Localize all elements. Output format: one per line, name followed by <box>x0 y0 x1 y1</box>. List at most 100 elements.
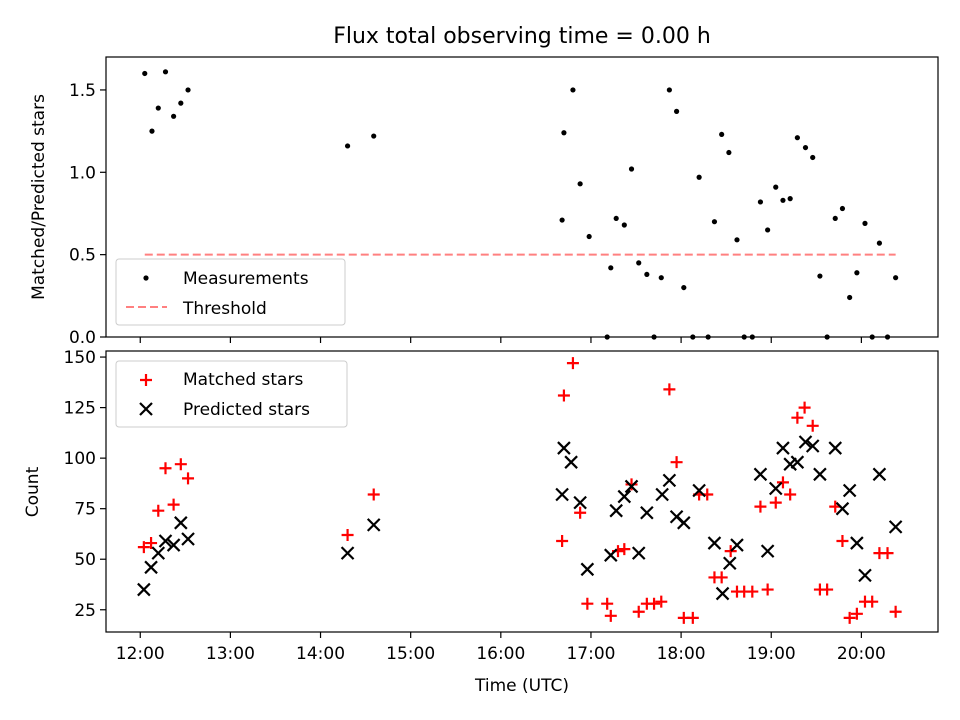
predicted-star-point <box>662 473 677 488</box>
measurement-point <box>621 222 627 228</box>
matched-star-point <box>566 357 579 370</box>
legend-predicted-marker <box>139 402 153 416</box>
top-y-tick-label: 0.5 <box>69 246 96 266</box>
matched-star-point <box>791 411 804 424</box>
measurement-point <box>171 113 177 119</box>
matched-star-point <box>648 597 661 610</box>
matched-star-point <box>715 571 728 584</box>
measurement-point <box>734 237 740 243</box>
matched-star-point <box>754 500 767 513</box>
matched-star-point <box>761 583 774 596</box>
matched-star-point <box>866 595 879 608</box>
predicted-star-point <box>872 467 887 482</box>
measurement-point <box>586 233 592 240</box>
matched-star-point <box>881 547 894 560</box>
matched-star-point <box>601 597 614 610</box>
predicted-star-point <box>692 483 706 498</box>
measurement-point <box>749 334 755 340</box>
measurement-point <box>185 87 191 93</box>
bottom-x-tick-label: 16:00 <box>476 644 525 664</box>
predicted-star-point <box>573 495 587 510</box>
legend-predicted-label: Predicted stars <box>183 400 310 420</box>
measurement-point <box>780 197 786 203</box>
matched-star-point <box>655 595 668 608</box>
measurement-point <box>371 133 377 139</box>
top-y-tick-label: 1.5 <box>69 81 96 101</box>
matched-star-point <box>604 609 617 622</box>
measurement-point <box>651 334 657 340</box>
top-y-tick-label: 1.0 <box>69 163 96 183</box>
predicted-star-point <box>151 546 166 560</box>
predicted-star-point <box>640 505 654 520</box>
bottom-x-ticks: 12:00 13:00 14:00 15:00 16:00 17:00 18:00 19:00… <box>116 632 886 664</box>
legend-threshold-label: Threshold <box>182 299 267 319</box>
predicted-star-point <box>842 483 857 498</box>
predicted-star-point <box>850 536 864 550</box>
bottom-y-tick-label: 100 <box>64 449 96 469</box>
matched-star-point <box>618 543 631 556</box>
bottom-x-tick-label: 19:00 <box>747 644 796 664</box>
bottom-x-axis-label: Time (UTC) <box>474 676 569 696</box>
predicted-star-point <box>624 479 639 494</box>
measurement-point <box>673 108 680 114</box>
legend-measurements-label: Measurements <box>183 269 309 289</box>
top-panel: 0.0 0.5 1.0 1.5 Matched/Predicted stars Mea… <box>29 56 939 348</box>
matched-star-point <box>746 585 759 598</box>
predicted-star-point <box>158 534 173 548</box>
measurement-point <box>711 219 718 225</box>
matched-star-point <box>769 496 782 509</box>
measurement-point <box>817 273 823 279</box>
predicted-star-point <box>776 441 790 455</box>
bottom-y-tick-label: 75 <box>74 500 96 520</box>
predicted-star-point <box>888 520 903 534</box>
top-y-tick-label: 0.0 <box>69 328 96 348</box>
top-legend-box <box>115 258 346 326</box>
measurement-point <box>719 131 725 138</box>
measurement-point <box>149 128 155 134</box>
predicted-star-point <box>722 556 737 571</box>
bottom-legend: Matched stars Predicted stars <box>115 360 348 428</box>
measurement-point <box>604 334 610 340</box>
matched-star-point <box>167 498 180 511</box>
matched-star-point <box>574 506 587 519</box>
bottom-y-tick-label: 125 <box>64 399 96 419</box>
bottom-x-tick-label: 15:00 <box>386 644 435 664</box>
measurement-point <box>628 166 635 172</box>
matched-star-point <box>686 611 699 624</box>
predicted-star-point <box>768 481 783 496</box>
matched-star-point <box>850 607 863 620</box>
predicted-star-point <box>655 487 669 502</box>
predicted-star-point <box>631 546 646 560</box>
measurement-point <box>824 334 830 340</box>
bottom-y-ticks: 25 50 75 100 125 150 <box>64 348 106 621</box>
matched-star-point <box>632 605 645 618</box>
matched-star-point <box>145 537 158 550</box>
predicted-star-point <box>730 538 744 552</box>
measurement-point <box>658 275 664 281</box>
predicted-stars-points <box>137 435 903 601</box>
measurement-point <box>178 100 184 106</box>
predicted-star-point <box>707 536 722 550</box>
matched-star-point <box>806 419 819 432</box>
legend-measurements-marker <box>143 275 149 281</box>
predicted-star-point <box>828 441 843 455</box>
figure-title: Flux total observing time = 0.00 h <box>333 24 711 49</box>
measurement-points <box>142 69 899 340</box>
measurement-point <box>142 70 148 77</box>
predicted-star-point <box>609 503 623 518</box>
measurement-point <box>741 334 747 340</box>
bottom-y-tick-label: 25 <box>74 601 96 621</box>
predicted-star-point <box>366 518 381 532</box>
measurement-point <box>810 154 816 161</box>
measurement-point <box>893 275 899 281</box>
measurement-point <box>666 87 672 93</box>
measurement-point <box>681 284 687 291</box>
measurement-point <box>344 143 351 149</box>
measurement-point <box>726 149 732 156</box>
matched-star-point <box>889 605 902 618</box>
measurement-point <box>636 260 642 266</box>
measurement-point <box>705 334 711 340</box>
measurement-point <box>644 271 650 278</box>
measurement-point <box>802 144 809 151</box>
